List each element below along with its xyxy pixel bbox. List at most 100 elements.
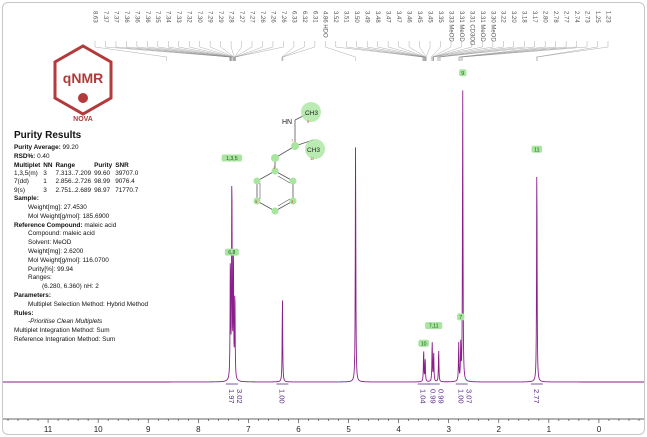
peak-label: 7.30 [196,11,202,23]
peak-label-connector [433,41,494,61]
rules-heading: Rules: [14,309,34,317]
peak-label-connector [136,41,231,61]
reference-line: Purity[%]: 99.94 [28,265,74,273]
peak-label-connector [220,41,235,61]
reference-heading: Reference Compound: maleic acid [14,221,117,229]
reference-line: Ranges: [28,274,52,282]
rules-line: Multiplet Integration Method: Sum [14,327,110,335]
atom-highlight [253,177,261,185]
peak-label-connector [235,41,284,61]
peak-label: 6.32 [301,11,307,23]
integral-value: 1.04 [419,389,428,404]
multiplet-label-bg [224,248,239,256]
multiplet-label-bg [531,145,543,153]
peak-label: 7.26 [259,11,265,23]
peak-label: 2.74 [573,11,579,23]
peak-label-connector [461,41,577,61]
peak-label: 7.36 [123,11,129,23]
multiplet-label-bg [221,154,243,162]
atom-highlight [271,207,279,215]
peak-label: 7.35 [154,11,160,23]
peak-label: 3.30 MeOD [489,11,495,42]
peak-label: 2.78 [552,11,558,23]
peak-label: 4.86 HDO [322,11,328,38]
peak-label-connector [178,41,233,61]
peak-label-connector [199,41,234,61]
parameters-line: Multiplet Selection Method: Hybrid Metho… [28,300,149,308]
integral-value: 1.97 [227,389,236,404]
atom-highlight [305,139,325,159]
multiplet-label: 6,8 [228,250,235,256]
atom-number: 1 [273,165,276,170]
peak-label: 1.23 [604,11,610,23]
sample-mol-weight: Mol Weight[g/mol]: 185.6900 [28,212,110,220]
atom-highlight [289,197,297,205]
reference-line: Solvent: MeOD [28,239,72,247]
atom-highlight [253,197,261,205]
x-tick-label: 7 [246,425,251,434]
x-tick-label: 10 [94,425,103,434]
peak-label-connector [325,41,356,61]
multiplet-label: 1,3,5 [226,156,238,162]
peak-label: 3.49 [364,11,370,23]
reference-range: (6.280, 6.360) nH: 2 [42,283,99,291]
peak-label: 2.73 [583,11,589,23]
peak-label: 7.28 [228,11,234,23]
peak-label: 3.31 MeOD [479,11,485,42]
integral-value: 3.02 [235,389,244,404]
peak-label: 3.51 [343,11,349,23]
multiplet-label-bg [459,69,467,77]
spectrum-line [3,90,644,383]
peak-label-connector [230,41,235,61]
peak-label-connector [437,41,504,61]
peak-label-connector [234,41,242,61]
peak-label-connector [282,41,305,61]
atom-hn-label: HN [282,119,292,126]
reference-line: Weight[mg]: 2.6200 [28,248,84,255]
atom-highlight [289,177,297,185]
peak-label: 3.31 CD3OD [468,11,474,46]
multiplet-label-bg [418,339,429,347]
multiplet-label: 7,11 [429,324,439,330]
peak-label: 3.22 [500,11,506,23]
peak-label-connector [356,41,424,61]
peak-label: 7.37 [112,11,118,23]
rules-line: Reference Integration Method: Sum [14,335,116,343]
multiplet-label: 11 [534,147,539,153]
peak-label: 3.18 [521,11,527,23]
atom-ch3-label: CH3 [305,110,318,117]
peak-label: 3.48 [374,11,380,23]
peak-label-connector [94,41,167,61]
bond [277,198,291,207]
peak-label-connector [425,41,431,61]
x-tick-label: 3 [446,425,451,434]
peak-label-connector [398,41,426,61]
table-row: 1,3,5(m) 3 7.313..7.209 99.60 39707.0 [14,170,139,177]
peak-label-connector [335,41,423,61]
peak-label: 3.47 [395,11,401,23]
peak-label-connector [408,41,426,61]
peak-label: 3.47 [385,11,391,23]
integral-value: 1.00 [277,389,286,404]
peak-label-connector [115,41,231,61]
peak-label: 3.52 [332,11,338,23]
peak-label: 2.77 [563,11,569,23]
report-title: Purity Results [14,130,82,141]
peak-label-connector [234,41,253,61]
x-tick-label: 0 [597,425,602,434]
x-tick-label: 1 [547,425,552,434]
multiplet-label: 9 [461,71,464,77]
x-axis: 11 10 9 8 7 6 5 4 3 2 1 0 [3,418,644,434]
x-tick-label: 5 [346,425,351,434]
peak-label-connector [346,41,424,61]
table-row: 7(dd) 1 2.856..2.726 98.99 9076.4 [14,178,135,186]
peak-label: 3.33 MeOD [447,11,453,42]
atom-number: 9 [307,119,310,124]
benzene-ring [256,170,294,212]
peak-label: 7.36 [133,11,139,23]
peak-label-connector [432,41,473,61]
integral-value: 0.99 [437,389,446,404]
qnmr-logo: qNMR NOVA [53,44,113,123]
peak-label: 1.25 [594,11,600,23]
